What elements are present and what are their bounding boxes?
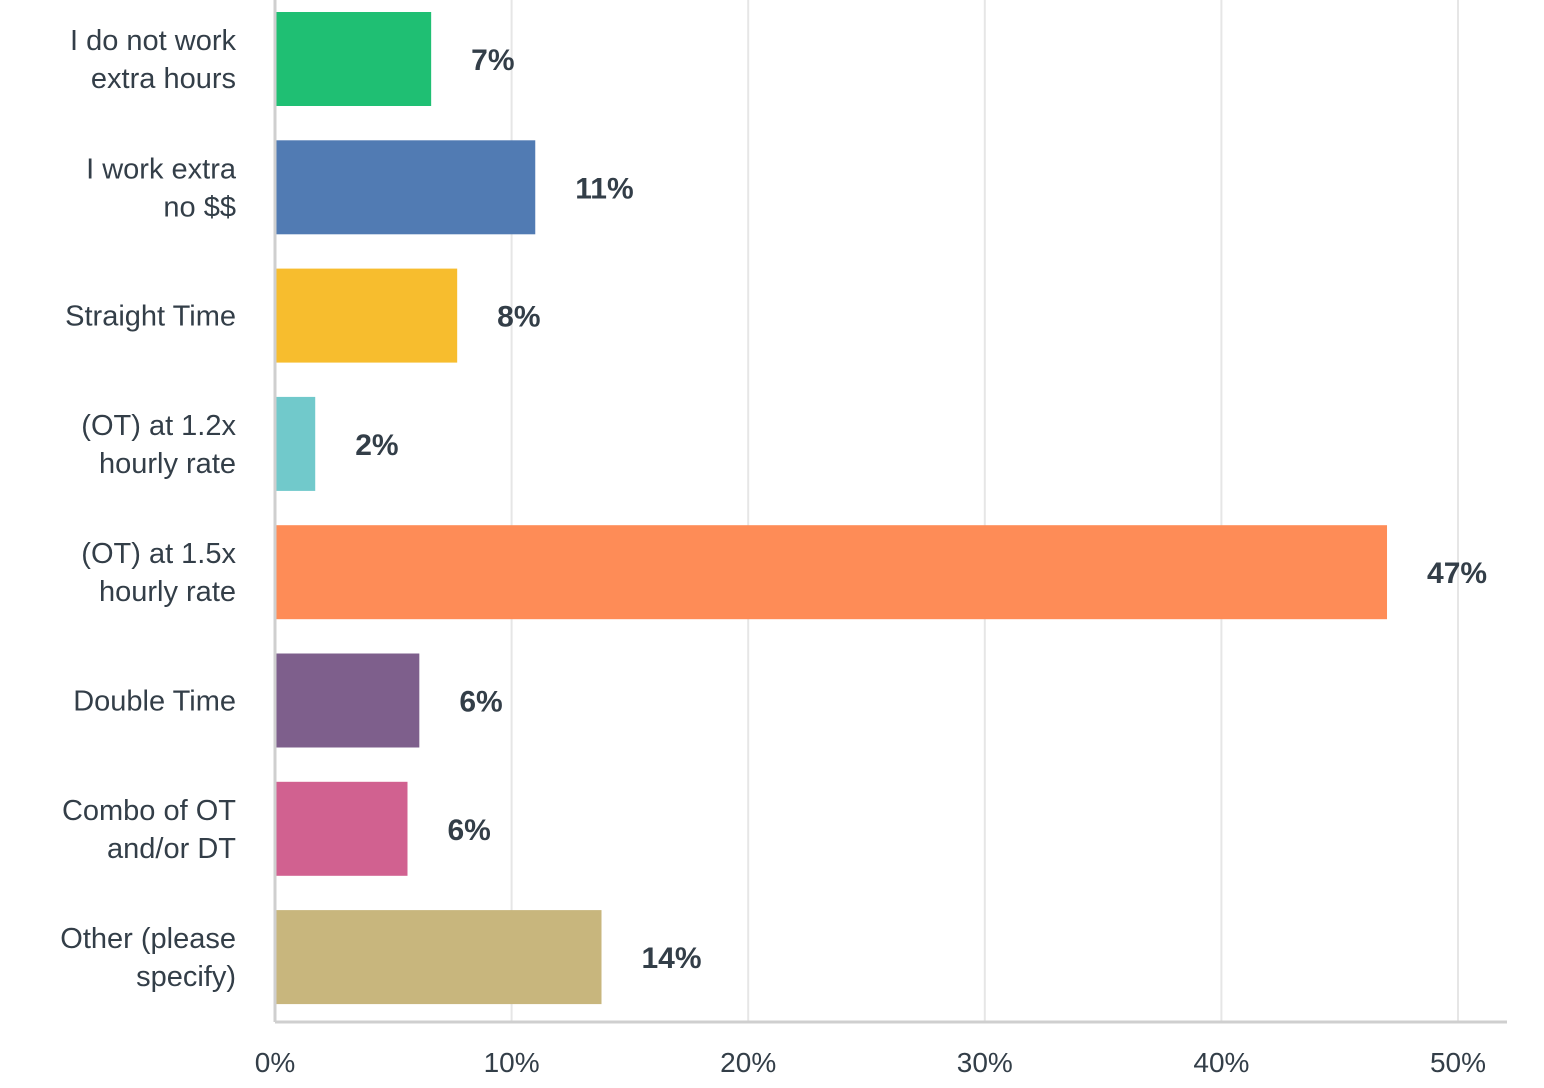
- category-label: (OT) at 1.2x: [81, 410, 236, 442]
- x-tick-label: 40%: [1193, 1047, 1249, 1078]
- category-label: Double Time: [73, 686, 236, 718]
- category-label: and/or DT: [107, 833, 236, 865]
- data-label: 2%: [355, 429, 398, 462]
- bar: [275, 653, 420, 748]
- data-label: 11%: [575, 172, 633, 205]
- category-label: I work extra: [86, 153, 237, 185]
- category-label: Combo of OT: [62, 795, 236, 827]
- gridlines: [510, 0, 1459, 1022]
- category-label: hourly rate: [99, 576, 236, 608]
- category-label: Other (please: [60, 923, 236, 955]
- bar: [275, 396, 316, 491]
- bar: [275, 140, 536, 235]
- category-label: (OT) at 1.5x: [81, 538, 236, 570]
- x-tick-label: 50%: [1430, 1047, 1486, 1078]
- data-label: 14%: [642, 942, 702, 975]
- data-label: 8%: [497, 301, 540, 334]
- category-label: Straight Time: [65, 301, 236, 333]
- bar: [275, 781, 408, 876]
- x-tick-label: 30%: [957, 1047, 1013, 1078]
- data-label: 7%: [471, 44, 514, 77]
- x-tick-label: 0%: [255, 1047, 295, 1078]
- bar: [275, 910, 602, 1005]
- labels: 0% 10% 20% 30% 40% 50% 7% I do not work extra ho…: [60, 25, 1487, 1078]
- bars: [275, 12, 1388, 1005]
- data-label: 6%: [447, 814, 490, 847]
- bar: [275, 525, 1388, 620]
- bar: [275, 268, 458, 363]
- category-label: specify): [136, 961, 236, 993]
- category-label: no $$: [163, 191, 236, 223]
- category-label: extra hours: [91, 63, 236, 95]
- bar: [275, 12, 432, 106]
- category-label: I do not work: [70, 25, 237, 57]
- category-label: hourly rate: [99, 448, 236, 480]
- axes: [273, 0, 1507, 1024]
- data-label: 47%: [1427, 557, 1487, 590]
- x-tick-label: 10%: [484, 1047, 540, 1078]
- x-tick-label: 20%: [720, 1047, 776, 1078]
- data-label: 6%: [459, 686, 502, 719]
